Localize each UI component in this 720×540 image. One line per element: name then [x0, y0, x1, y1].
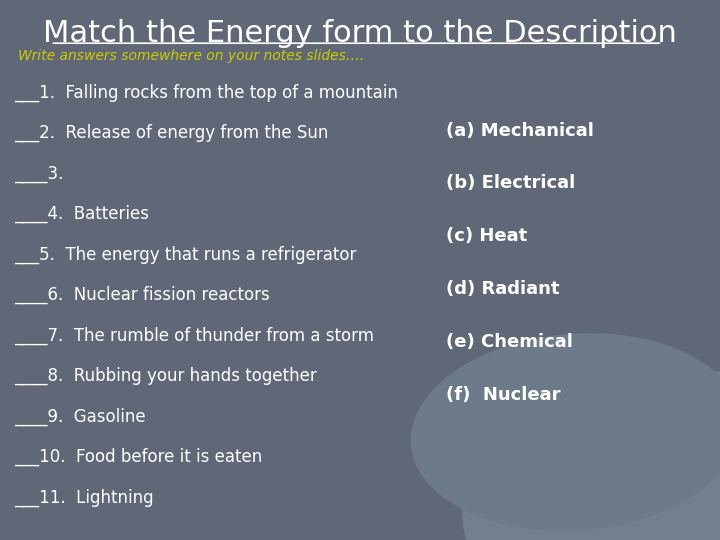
Text: ____9.  Gasoline: ____9. Gasoline [14, 408, 146, 426]
Text: Match the Energy form to the Description: Match the Energy form to the Description [43, 19, 677, 48]
Ellipse shape [411, 334, 720, 530]
Text: ____8.  Rubbing your hands together: ____8. Rubbing your hands together [14, 367, 317, 386]
Text: ___10.  Food before it is eaten: ___10. Food before it is eaten [14, 448, 263, 467]
Text: ____4.  Batteries: ____4. Batteries [14, 205, 150, 224]
Text: Write answers somewhere on your notes slides….: Write answers somewhere on your notes sl… [18, 49, 364, 63]
Text: (f)  Nuclear: (f) Nuclear [446, 386, 561, 404]
Text: ____7.  The rumble of thunder from a storm: ____7. The rumble of thunder from a stor… [14, 327, 374, 345]
Text: ___2.  Release of energy from the Sun: ___2. Release of energy from the Sun [14, 124, 329, 143]
Text: ____3.: ____3. [14, 165, 64, 183]
Text: ___5.  The energy that runs a refrigerator: ___5. The energy that runs a refrigerato… [14, 246, 357, 264]
Text: ___1.  Falling rocks from the top of a mountain: ___1. Falling rocks from the top of a mo… [14, 84, 398, 102]
Text: (d) Radiant: (d) Radiant [446, 280, 560, 298]
Text: (b) Electrical: (b) Electrical [446, 174, 576, 192]
Text: ___11.  Lightning: ___11. Lightning [14, 489, 154, 507]
Text: (e) Chemical: (e) Chemical [446, 333, 573, 351]
Ellipse shape [463, 370, 720, 540]
Text: ____6.  Nuclear fission reactors: ____6. Nuclear fission reactors [14, 286, 270, 305]
Text: (a) Mechanical: (a) Mechanical [446, 122, 594, 139]
Text: (c) Heat: (c) Heat [446, 227, 528, 245]
